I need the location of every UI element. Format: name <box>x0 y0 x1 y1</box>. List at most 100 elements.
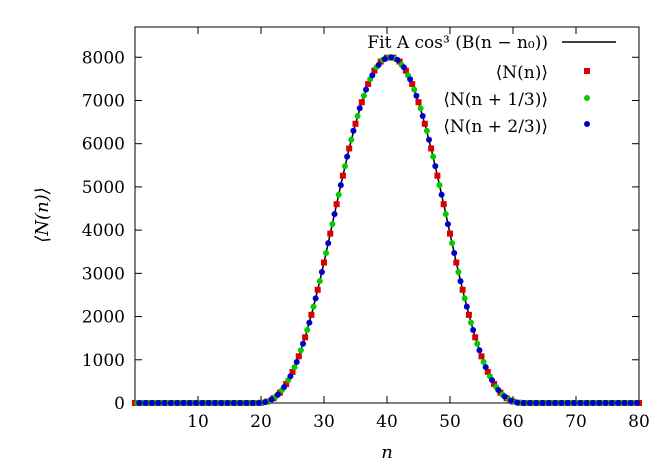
data-point <box>474 340 481 347</box>
x-tick-label: 70 <box>565 412 587 432</box>
data-point <box>325 240 332 247</box>
data-point <box>526 400 533 406</box>
data-point <box>302 334 309 341</box>
data-point <box>570 400 577 406</box>
data-point <box>354 113 361 120</box>
x-tick-label: 80 <box>628 412 650 432</box>
data-point <box>430 153 437 160</box>
data-point <box>180 400 187 406</box>
y-tick-label: 8000 <box>82 48 125 68</box>
data-point <box>428 145 435 152</box>
y-tick-label: 5000 <box>82 178 125 198</box>
data-point <box>476 347 483 354</box>
data-point <box>426 136 433 143</box>
data-point <box>472 334 479 341</box>
data-point <box>346 145 353 152</box>
data-point <box>615 400 622 406</box>
data-point <box>369 72 376 79</box>
data-point <box>136 400 143 406</box>
data-point <box>400 64 407 71</box>
data-point <box>268 396 275 403</box>
data-point <box>438 191 445 198</box>
legend: Fit A cos³ (B(n − n₀)) ⟨N(n)⟩ ⟨N(n + 1/3… <box>367 33 616 137</box>
y-tick-label: 7000 <box>82 91 125 111</box>
data-point <box>375 62 382 69</box>
data-point <box>457 278 464 285</box>
data-point <box>423 127 430 134</box>
series-3 <box>136 54 640 406</box>
data-point <box>316 278 323 285</box>
data-point <box>432 163 439 170</box>
y-tick-label: 2000 <box>82 308 125 328</box>
data-point <box>455 269 462 276</box>
data-point <box>465 311 472 318</box>
data-point <box>409 81 416 88</box>
data-point <box>514 399 521 406</box>
x-tick-label: 50 <box>439 412 461 432</box>
data-point <box>451 250 458 257</box>
y-tick-label: 3000 <box>82 264 125 284</box>
data-point <box>161 400 168 406</box>
data-point <box>167 400 174 406</box>
data-point <box>545 400 552 406</box>
data-point <box>470 326 477 333</box>
y-axis-ticks: 0 1000 2000 3000 4000 5000 6000 7000 8000 <box>82 48 639 414</box>
legend-label-series-2: ⟨N(n + 1/3)⟩ <box>443 90 548 110</box>
y-tick-label: 4000 <box>82 221 125 241</box>
data-point <box>440 201 447 208</box>
data-point <box>283 380 290 387</box>
data-point <box>371 67 378 74</box>
y-tick-label: 6000 <box>82 135 125 155</box>
data-point <box>419 113 426 120</box>
legend-label-fit: Fit A cos³ (B(n − n₀)) <box>367 33 548 53</box>
data-point <box>255 400 262 406</box>
data-point <box>289 368 296 375</box>
data-point <box>480 358 487 365</box>
data-point <box>243 400 250 406</box>
x-tick-label: 20 <box>250 412 272 432</box>
data-point <box>192 400 199 406</box>
data-point <box>434 172 441 179</box>
data-point <box>237 400 244 406</box>
data-point <box>596 400 603 406</box>
data-point <box>331 211 338 218</box>
x-tick-label: 30 <box>313 412 335 432</box>
x-tick-label: 40 <box>376 412 398 432</box>
data-point <box>310 303 317 310</box>
fit-line <box>135 56 639 404</box>
data-point <box>449 240 456 247</box>
x-tick-label: 10 <box>187 412 209 432</box>
data-points <box>132 54 642 406</box>
legend-label-series-3: ⟨N(n + 2/3)⟩ <box>443 117 548 137</box>
data-point <box>148 400 155 406</box>
data-point <box>507 397 514 404</box>
data-point <box>421 120 428 127</box>
data-point <box>589 400 596 406</box>
data-point <box>304 326 311 333</box>
data-point <box>608 400 615 406</box>
data-point <box>318 269 325 276</box>
data-point <box>249 400 256 406</box>
legend-marker-series-1 <box>584 68 590 74</box>
data-point <box>467 319 474 326</box>
data-point <box>539 400 546 406</box>
data-point <box>287 373 294 380</box>
data-point <box>533 400 540 406</box>
data-point <box>501 393 508 400</box>
data-point <box>230 400 237 406</box>
data-point <box>358 99 365 106</box>
data-point <box>436 182 443 189</box>
data-point <box>348 136 355 143</box>
data-point <box>388 54 395 61</box>
data-point <box>218 400 225 406</box>
data-point <box>482 364 489 371</box>
data-point <box>300 340 307 347</box>
data-point <box>413 92 420 99</box>
legend-label-series-1: ⟨N(n)⟩ <box>496 63 548 83</box>
data-point <box>297 347 304 354</box>
data-point <box>155 400 162 406</box>
plot-frame <box>134 26 640 404</box>
data-point <box>577 400 584 406</box>
data-point <box>186 400 193 406</box>
data-point <box>199 400 206 406</box>
